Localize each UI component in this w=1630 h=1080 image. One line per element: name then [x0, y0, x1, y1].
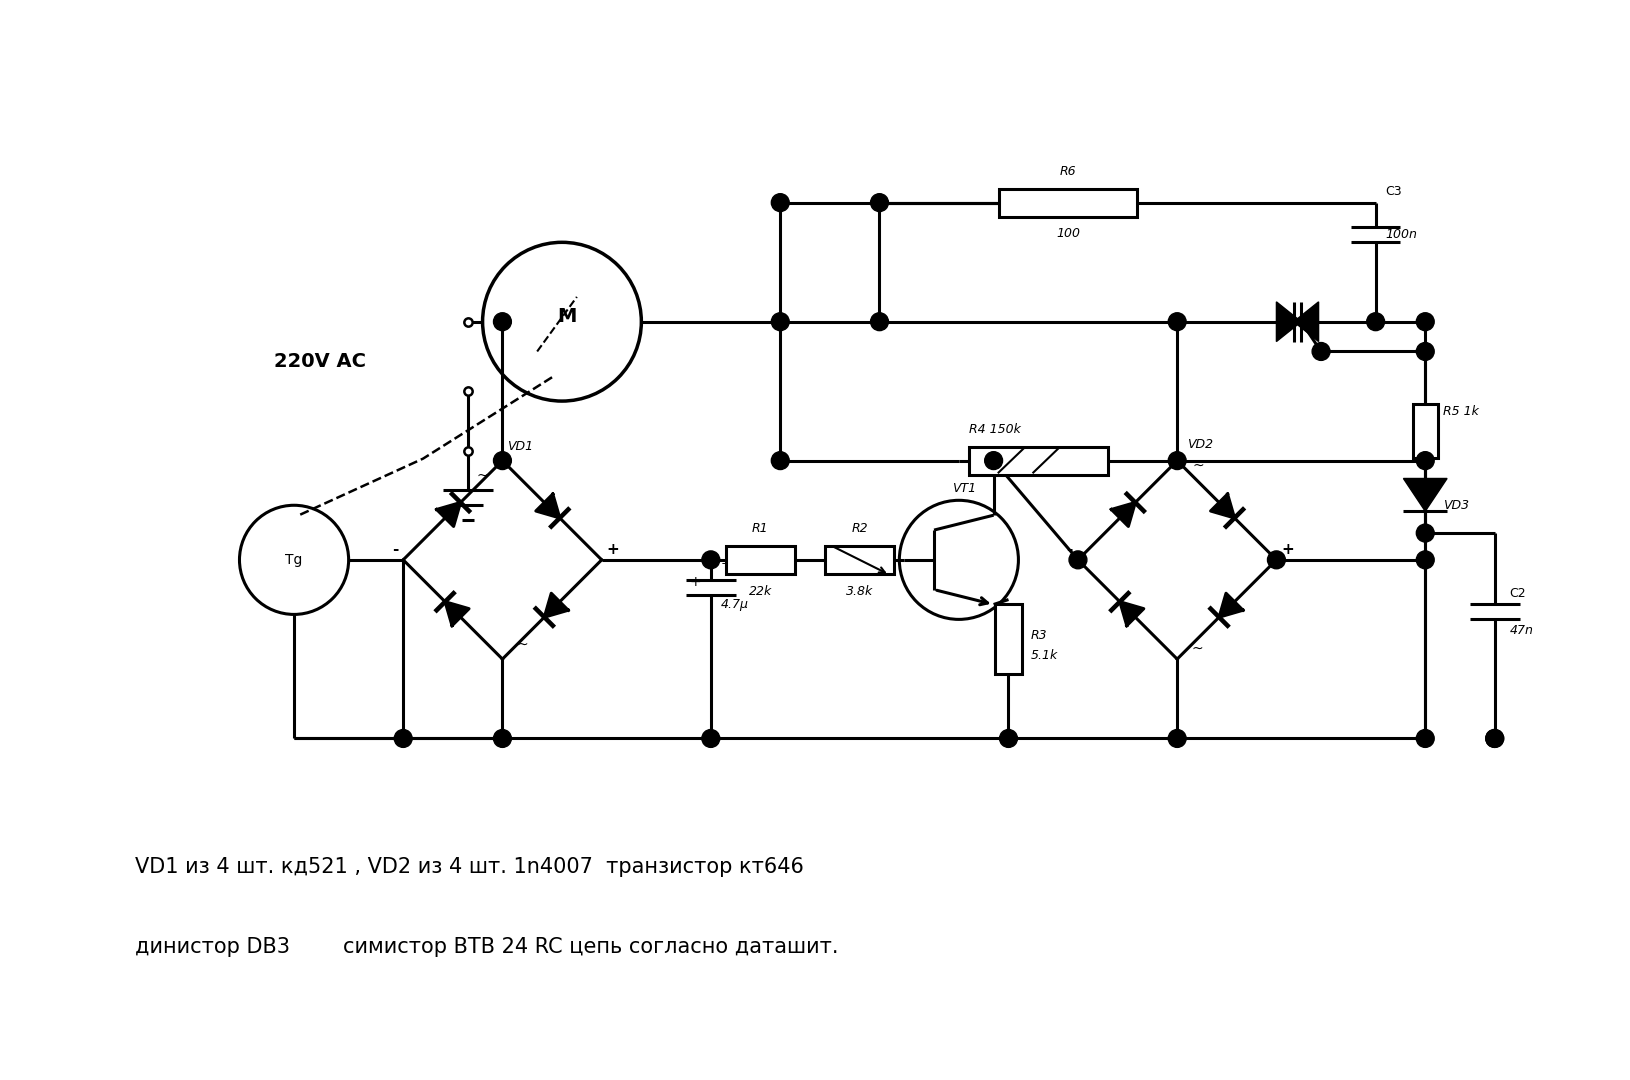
Circle shape	[1312, 342, 1330, 361]
Circle shape	[771, 451, 789, 470]
Text: C3: C3	[1386, 185, 1402, 198]
Text: R6: R6	[1060, 165, 1076, 178]
Polygon shape	[536, 494, 559, 518]
Circle shape	[1268, 551, 1286, 569]
Text: 100: 100	[1056, 228, 1081, 241]
Text: 5.1k: 5.1k	[1030, 649, 1058, 662]
Circle shape	[1416, 451, 1434, 470]
Circle shape	[703, 551, 720, 569]
Text: R3: R3	[1030, 630, 1046, 643]
Circle shape	[1366, 313, 1384, 330]
Text: + C1: + C1	[720, 557, 751, 570]
Circle shape	[1416, 551, 1434, 569]
Circle shape	[1487, 729, 1503, 747]
Text: 220V AC: 220V AC	[274, 352, 367, 370]
Polygon shape	[1403, 478, 1447, 511]
Bar	[1413, 404, 1438, 458]
Text: +: +	[606, 542, 619, 557]
Polygon shape	[1276, 301, 1301, 341]
Circle shape	[771, 313, 789, 330]
Text: -: -	[1066, 542, 1073, 557]
Text: 4.7μ: 4.7μ	[720, 597, 748, 610]
Bar	[968, 447, 1108, 474]
Text: C2: C2	[1509, 586, 1526, 599]
Circle shape	[494, 729, 512, 747]
Polygon shape	[437, 502, 461, 526]
Polygon shape	[1211, 494, 1234, 518]
Text: R1: R1	[751, 522, 769, 535]
Bar	[999, 189, 1138, 216]
Bar	[725, 546, 795, 573]
Polygon shape	[445, 602, 469, 625]
Polygon shape	[1294, 301, 1319, 341]
Text: ~: ~	[1192, 643, 1203, 657]
Circle shape	[494, 451, 512, 470]
Text: 3.8k: 3.8k	[846, 584, 874, 597]
Text: VD1 из 4 шт. кд521 , VD2 из 4 шт. 1n4007  транзистор кт646: VD1 из 4 шт. кд521 , VD2 из 4 шт. 1n4007…	[135, 858, 804, 877]
Text: R4 150k: R4 150k	[968, 422, 1020, 436]
Circle shape	[870, 193, 888, 212]
Circle shape	[1416, 342, 1434, 361]
Circle shape	[494, 313, 512, 330]
Text: 22k: 22k	[748, 584, 773, 597]
Text: R2: R2	[851, 522, 867, 535]
Text: VD1: VD1	[507, 440, 533, 453]
Circle shape	[1416, 729, 1434, 747]
Circle shape	[771, 193, 789, 212]
Circle shape	[394, 729, 412, 747]
Polygon shape	[1112, 502, 1134, 526]
Circle shape	[1169, 313, 1187, 330]
Text: +: +	[689, 575, 701, 589]
Circle shape	[1069, 551, 1087, 569]
Text: динистор DB3        симистор BTB 24 RC цепь согласно даташит.: динистор DB3 симистор BTB 24 RC цепь сог…	[135, 936, 839, 957]
Circle shape	[1416, 524, 1434, 542]
Text: VD2: VD2	[1187, 437, 1213, 450]
Text: +: +	[1281, 542, 1294, 557]
Text: 100n: 100n	[1386, 228, 1418, 241]
Text: M: M	[557, 307, 577, 326]
Circle shape	[1416, 313, 1434, 330]
Bar	[994, 605, 1022, 674]
Text: ~: ~	[517, 637, 528, 651]
Text: ~: ~	[1192, 459, 1203, 473]
Bar	[825, 546, 895, 573]
Circle shape	[870, 313, 888, 330]
Polygon shape	[544, 593, 569, 617]
Polygon shape	[1219, 593, 1244, 617]
Text: -: -	[391, 542, 398, 557]
Circle shape	[703, 729, 720, 747]
Circle shape	[985, 451, 1002, 470]
Circle shape	[1169, 451, 1187, 470]
Circle shape	[999, 729, 1017, 747]
Circle shape	[1487, 729, 1503, 747]
Text: ~: ~	[476, 469, 489, 483]
Text: Tg: Tg	[285, 553, 303, 567]
Text: VD3: VD3	[1443, 499, 1469, 512]
Polygon shape	[1120, 602, 1144, 625]
Text: VT1: VT1	[952, 483, 976, 496]
Text: 47n: 47n	[1509, 624, 1534, 637]
Text: R5 1k: R5 1k	[1443, 405, 1478, 418]
Circle shape	[1169, 729, 1187, 747]
